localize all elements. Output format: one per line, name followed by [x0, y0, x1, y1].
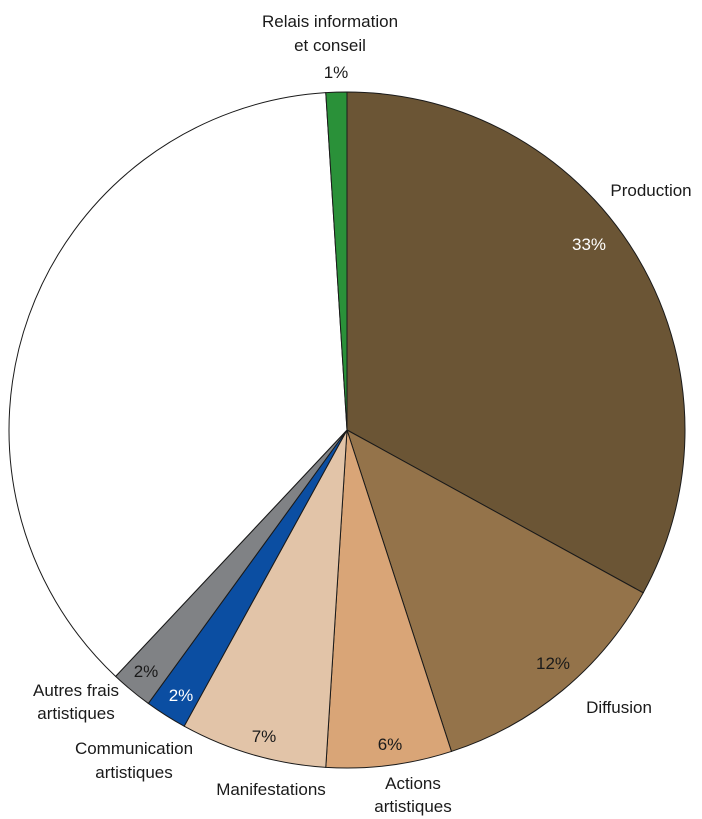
pie-slice — [346, 428, 644, 753]
pie-value-labels: 33% 12% 6% 7% 2% 2% 1% — [134, 63, 606, 754]
slice-category-label: Production — [610, 181, 691, 200]
pie-category-labels: Production Diffusion Actions artistiques Man… — [33, 12, 692, 816]
pie-slice — [346, 91, 686, 594]
slice-category-label: Relais information — [262, 12, 398, 31]
pie-slice — [325, 91, 348, 431]
slice-category-label: Actions — [385, 774, 441, 793]
pie-slice — [183, 429, 348, 768]
slice-category-label: Manifestations — [216, 780, 326, 799]
slice-category-label: Diffusion — [586, 698, 652, 717]
pie-slice — [325, 429, 453, 769]
slice-category-label: artistiques — [374, 797, 451, 816]
slice-category-label: artistiques — [95, 763, 172, 782]
pie-slice — [8, 92, 348, 678]
slice-value-label: 33% — [572, 235, 606, 254]
slice-category-label: Communication — [75, 739, 193, 758]
slice-value-label: 6% — [378, 735, 403, 754]
slice-value-label: 2% — [134, 662, 159, 681]
slice-category-label: et conseil — [294, 36, 366, 55]
slice-value-label: 12% — [536, 654, 570, 673]
slice-value-label: 2% — [169, 686, 194, 705]
slice-value-label: 7% — [252, 727, 277, 746]
slice-category-label: artistiques — [37, 704, 114, 723]
slice-category-label: Autres frais — [33, 681, 119, 700]
pie-slices — [8, 91, 686, 769]
slice-value-label: 1% — [324, 63, 349, 82]
